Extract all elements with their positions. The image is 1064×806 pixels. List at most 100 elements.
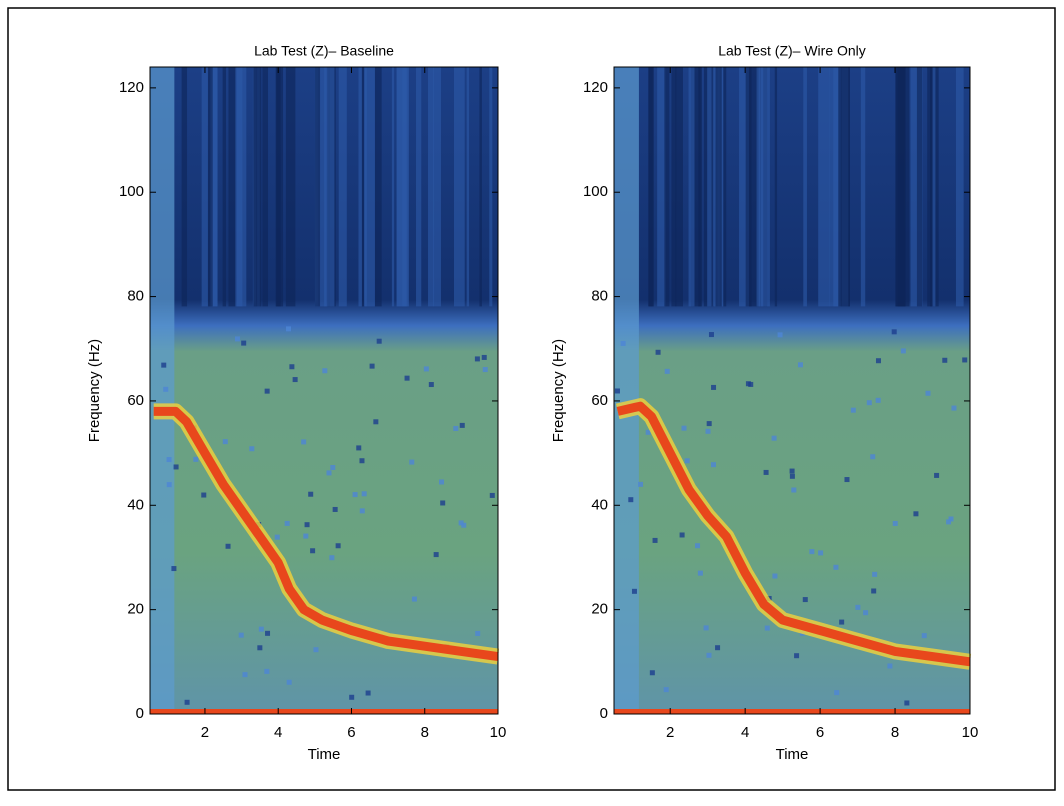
texture-speck — [461, 522, 467, 528]
texture-speck — [356, 445, 362, 451]
texture-stripe — [931, 67, 936, 307]
x-tick-label: 10 — [490, 724, 507, 741]
zero-band — [150, 709, 498, 714]
y-tick-label: 20 — [127, 601, 144, 618]
texture-speck — [875, 397, 881, 403]
texture-speck — [892, 520, 898, 526]
texture-stripe — [479, 67, 482, 307]
texture-speck — [809, 549, 815, 555]
texture-stripe — [895, 67, 906, 307]
texture-stripe — [262, 67, 269, 307]
x-axis-label: Time — [776, 746, 809, 763]
y-tick-label: 120 — [119, 79, 144, 96]
texture-speck — [664, 368, 670, 374]
texture-stripe — [955, 67, 964, 307]
texture-speck — [797, 362, 803, 368]
texture-speck — [844, 477, 850, 483]
texture-speck — [863, 610, 869, 616]
texture-speck — [474, 356, 480, 362]
y-tick-label: 40 — [127, 496, 144, 513]
texture-stripe — [707, 67, 712, 307]
texture-stripe — [285, 67, 296, 307]
texture-speck — [628, 497, 634, 503]
texture-speck — [855, 604, 861, 610]
texture-stripe — [688, 67, 695, 307]
texture-speck — [308, 491, 314, 497]
texture-speck — [241, 340, 247, 346]
texture-stripe — [829, 67, 841, 307]
y-tick-label: 20 — [591, 601, 608, 618]
axes-box — [613, 66, 971, 715]
texture-stripe — [338, 67, 347, 307]
texture-speck — [313, 647, 319, 653]
texture-speck — [481, 354, 487, 360]
texture-speck — [777, 332, 783, 338]
texture-speck — [161, 362, 167, 368]
texture-stripe — [860, 67, 866, 307]
texture-speck — [458, 520, 464, 526]
texture-speck — [193, 456, 199, 462]
y-tick-label: 100 — [119, 183, 144, 200]
y-tick-label: 80 — [591, 288, 608, 305]
texture-speck — [257, 645, 263, 651]
texture-speck — [201, 492, 207, 498]
texture-speck — [352, 492, 358, 498]
texture-speck — [870, 454, 876, 460]
texture-stripe — [466, 67, 470, 307]
texture-speck — [303, 533, 309, 539]
texture-stripe — [276, 67, 281, 307]
texture-speck — [166, 482, 172, 488]
texture-stripe — [664, 67, 670, 307]
texture-stripe — [433, 67, 441, 307]
texture-speck — [904, 700, 910, 706]
texture-speck — [242, 672, 248, 678]
texture-stripe — [364, 67, 375, 307]
texture-speck — [839, 619, 845, 625]
texture-stripe — [691, 67, 702, 307]
texture-stripe — [489, 67, 493, 307]
texture-speck — [913, 511, 919, 517]
texture-speck — [764, 625, 770, 631]
y-tick-label: 80 — [127, 288, 144, 305]
texture-speck — [789, 473, 795, 479]
ridge — [616, 401, 971, 667]
texture-speck — [304, 522, 310, 528]
texture-speck — [475, 630, 481, 636]
y-tick-label: 100 — [583, 183, 608, 200]
texture-speck — [411, 596, 417, 602]
texture-speck — [329, 555, 335, 561]
texture-stripe — [760, 67, 764, 307]
texture-stripe — [675, 67, 683, 307]
texture-speck — [951, 405, 957, 411]
texture-speck — [638, 481, 644, 487]
texture-speck — [171, 566, 177, 572]
texture-speck — [866, 400, 872, 406]
texture-speck — [791, 487, 797, 493]
texture-speck — [286, 326, 292, 332]
y-tick-label: 40 — [591, 496, 608, 513]
y-tick-label: 60 — [591, 392, 608, 409]
texture-speck — [359, 508, 365, 514]
texture-speck — [433, 552, 439, 558]
texture-stripe — [315, 67, 327, 307]
texture-speck — [459, 422, 465, 428]
texture-speck — [772, 573, 778, 579]
y-axis-label: Frequency (Hz) — [86, 339, 103, 442]
chart-title: Lab Test (Z)– Baseline — [254, 43, 394, 59]
texture-speck — [322, 368, 328, 374]
texture-stripe — [396, 67, 408, 307]
texture-speck — [264, 668, 270, 674]
texture-stripe — [428, 67, 435, 307]
texture-speck — [900, 348, 906, 354]
texture-speck — [681, 425, 687, 431]
texture-speck — [710, 462, 716, 468]
texture-speck — [871, 588, 877, 594]
texture-speck — [649, 670, 655, 676]
texture-speck — [453, 425, 459, 431]
axes-box — [149, 66, 499, 715]
texture-speck — [404, 375, 410, 381]
y-tick-label: 0 — [600, 705, 608, 722]
texture-stripe — [803, 67, 807, 307]
texture-speck — [789, 468, 795, 474]
texture-speck — [310, 548, 316, 554]
